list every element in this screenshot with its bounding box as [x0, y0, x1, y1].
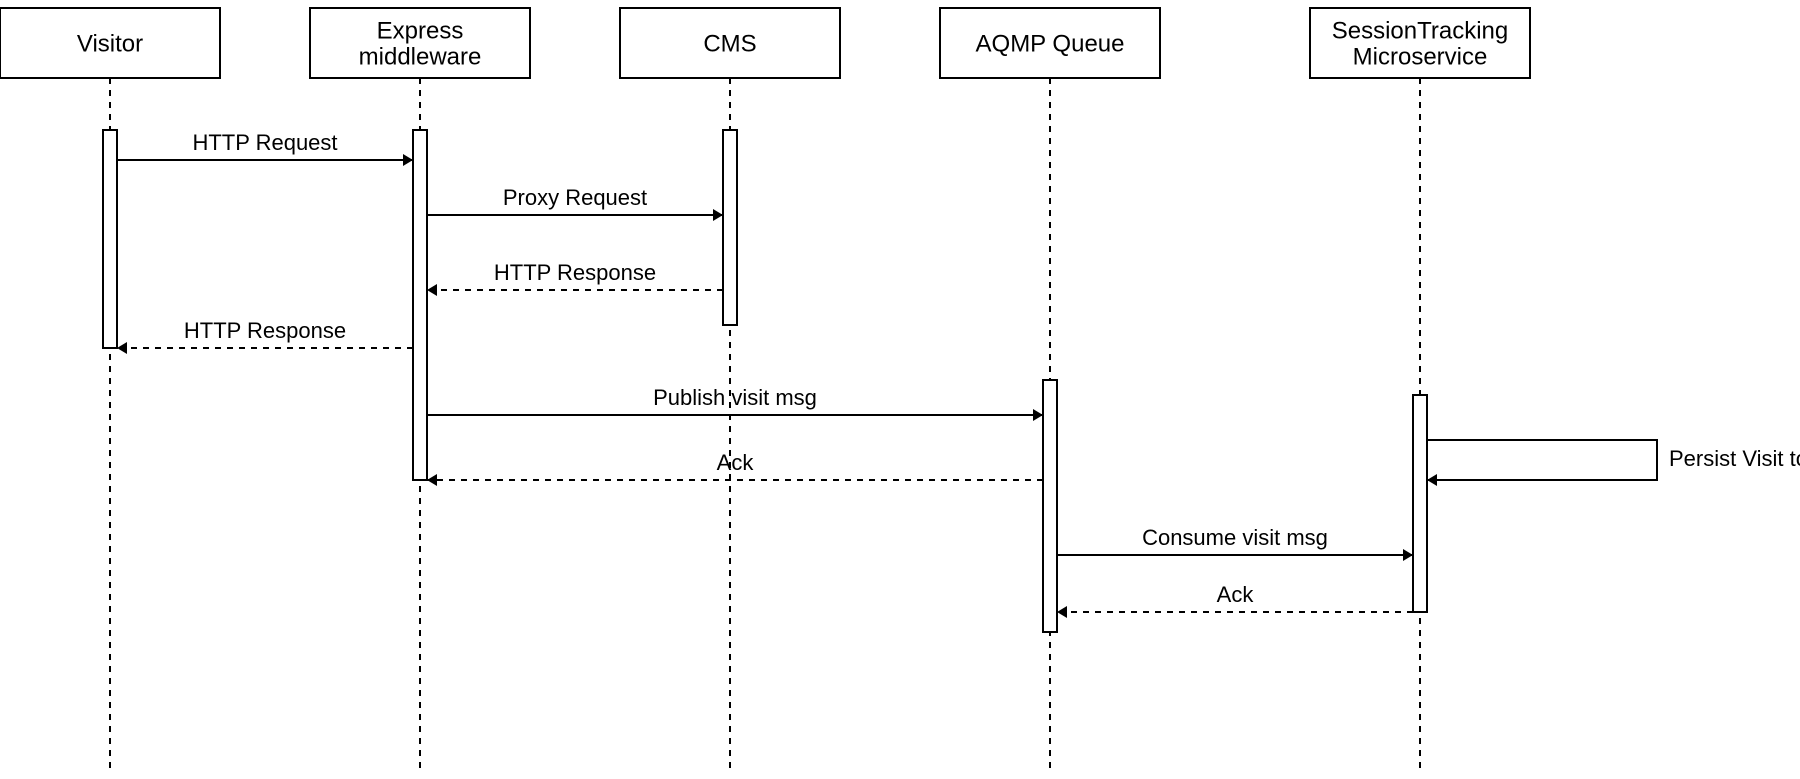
activation-express [413, 130, 427, 480]
message-label: HTTP Response [494, 260, 656, 285]
actor-label-tracking-line0: SessionTracking [1332, 17, 1509, 44]
message-label: Publish visit msg [653, 385, 817, 410]
message-label: Ack [717, 450, 755, 475]
message-label: HTTP Response [184, 318, 346, 343]
self-message-label: Persist Visit to DB [1669, 446, 1800, 471]
activation-cms [723, 130, 737, 325]
message-label: Ack [1217, 582, 1255, 607]
activation-queue [1043, 380, 1057, 632]
message-label: Proxy Request [503, 185, 647, 210]
activation-visitor [103, 130, 117, 348]
message-label: Consume visit msg [1142, 525, 1328, 550]
self-message-line [1427, 440, 1657, 480]
actor-label-visitor: Visitor [77, 30, 143, 57]
actor-label-cms: CMS [703, 30, 756, 57]
actor-label-express-line1: middleware [359, 43, 482, 70]
actor-label-queue: AQMP Queue [976, 30, 1125, 57]
sequence-diagram: HTTP Request Proxy Request HTTP Response HT… [0, 0, 1800, 779]
message-label: HTTP Request [192, 130, 337, 155]
actor-label-express-line0: Express [377, 17, 464, 44]
actor-label-tracking-line1: Microservice [1353, 43, 1488, 70]
activation-tracking [1413, 395, 1427, 612]
